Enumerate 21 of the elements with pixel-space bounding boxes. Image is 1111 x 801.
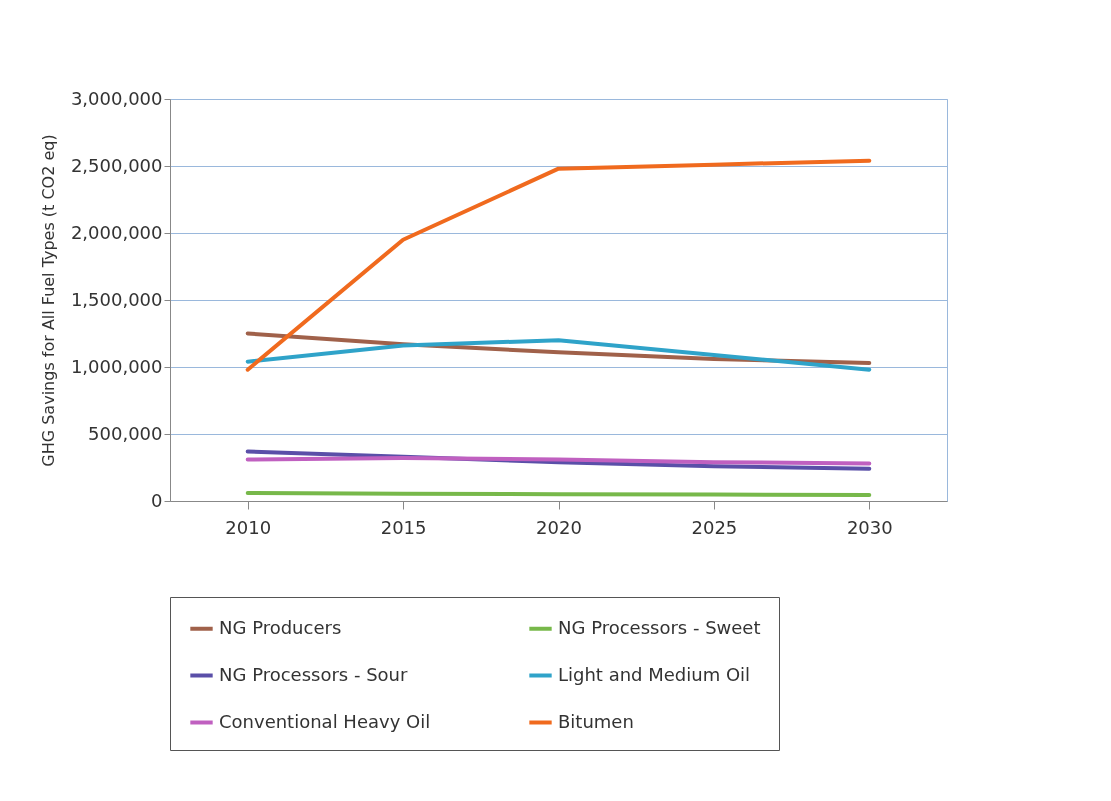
- legend-label: Light and Medium Oil: [558, 663, 751, 685]
- y-tick-label: 1,500,000: [70, 288, 163, 310]
- y-tick-label: 2,000,000: [70, 221, 163, 243]
- line-series: [245, 338, 872, 372]
- y-tick-label: 0: [151, 489, 163, 511]
- y-tick-label: 3,000,000: [70, 87, 163, 109]
- x-tick-label: 2020: [536, 516, 582, 538]
- legend-label: NG Processors - Sour: [219, 663, 408, 685]
- legend-label: Conventional Heavy Oil: [219, 710, 431, 732]
- line-series: [245, 158, 872, 372]
- legend-label: Bitumen: [558, 710, 634, 732]
- y-axis-title: GHG Savings for All Fuel Types (t CO2 eq): [38, 134, 58, 467]
- x-tick-label: 2015: [380, 516, 427, 538]
- y-tick-label: 2,500,000: [70, 154, 163, 176]
- legend-label: NG Processors - Sweet: [558, 616, 761, 638]
- x-tick-label: 2010: [225, 516, 272, 538]
- x-tick-label: 2030: [846, 516, 893, 538]
- y-tick-label: 1,000,000: [70, 355, 163, 377]
- legend-label: NG Producers: [219, 616, 342, 638]
- y-tick-label: 500,000: [88, 422, 163, 444]
- x-tick-label: 2025: [691, 516, 738, 538]
